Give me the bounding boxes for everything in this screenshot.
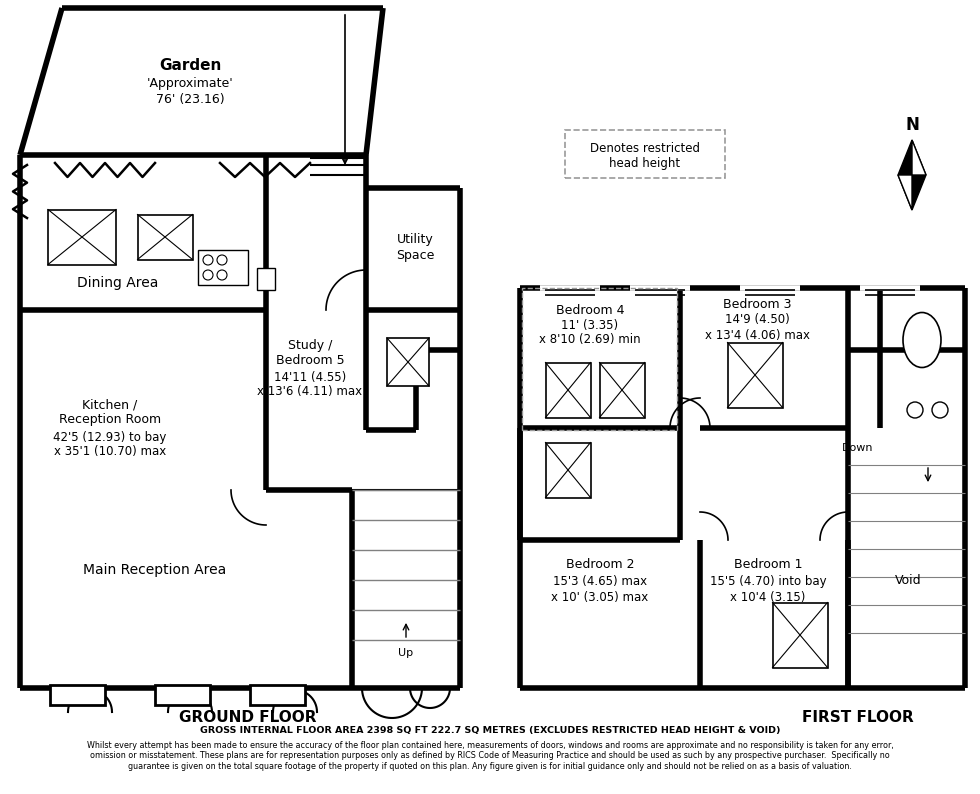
Circle shape bbox=[217, 270, 227, 280]
Text: Garden: Garden bbox=[159, 57, 221, 72]
Bar bbox=[546, 363, 591, 418]
Text: Reception Room: Reception Room bbox=[59, 414, 161, 426]
Text: GROUND FLOOR: GROUND FLOOR bbox=[179, 711, 317, 726]
Polygon shape bbox=[898, 175, 912, 210]
Text: Main Reception Area: Main Reception Area bbox=[83, 563, 226, 577]
Bar bbox=[137, 214, 192, 260]
Bar bbox=[727, 342, 782, 407]
Bar bbox=[522, 288, 677, 430]
Text: Study /: Study / bbox=[288, 338, 332, 352]
Text: Down: Down bbox=[842, 443, 874, 453]
Text: Bedroom 2: Bedroom 2 bbox=[565, 558, 634, 572]
Bar bbox=[257, 268, 275, 290]
Text: GROSS INTERNAL FLOOR AREA 2398 SQ FT 222.7 SQ METRES (EXCLUDES RESTRICTED HEAD H: GROSS INTERNAL FLOOR AREA 2398 SQ FT 222… bbox=[200, 726, 780, 735]
Polygon shape bbox=[20, 8, 383, 155]
Bar bbox=[565, 130, 725, 178]
Ellipse shape bbox=[903, 313, 941, 368]
Text: Space: Space bbox=[396, 249, 434, 263]
Bar bbox=[600, 363, 645, 418]
Polygon shape bbox=[273, 690, 317, 712]
Circle shape bbox=[932, 402, 948, 418]
Text: 11' (3.35): 11' (3.35) bbox=[562, 318, 618, 332]
Text: x 10'4 (3.15): x 10'4 (3.15) bbox=[730, 591, 806, 603]
Text: Void: Void bbox=[895, 573, 921, 587]
Text: Whilst every attempt has been made to ensure the accuracy of the floor plan cont: Whilst every attempt has been made to en… bbox=[86, 741, 894, 771]
Polygon shape bbox=[700, 618, 848, 688]
Text: 14'9 (4.50): 14'9 (4.50) bbox=[724, 314, 789, 326]
Bar bbox=[772, 603, 827, 668]
Bar bbox=[546, 442, 591, 498]
Polygon shape bbox=[520, 288, 965, 688]
Text: Bedroom 1: Bedroom 1 bbox=[734, 558, 803, 572]
Circle shape bbox=[217, 255, 227, 265]
Text: x 35'1 (10.70) max: x 35'1 (10.70) max bbox=[54, 445, 167, 458]
Polygon shape bbox=[20, 155, 460, 688]
Text: x 10' (3.05) max: x 10' (3.05) max bbox=[552, 591, 649, 603]
Bar bbox=[48, 210, 116, 264]
Polygon shape bbox=[68, 690, 112, 712]
Text: 76' (23.16): 76' (23.16) bbox=[156, 94, 224, 106]
Text: 42'5 (12.93) to bay: 42'5 (12.93) to bay bbox=[53, 430, 167, 444]
Bar bbox=[155, 685, 210, 705]
Text: 15'3 (4.65) max: 15'3 (4.65) max bbox=[553, 576, 647, 588]
Text: FIRST FLOOR: FIRST FLOOR bbox=[802, 711, 914, 726]
Circle shape bbox=[203, 270, 213, 280]
Circle shape bbox=[907, 402, 923, 418]
Polygon shape bbox=[898, 140, 926, 210]
Text: Dining Area: Dining Area bbox=[77, 276, 159, 290]
Bar bbox=[198, 250, 248, 285]
Text: Bedroom 5: Bedroom 5 bbox=[275, 353, 344, 367]
Text: Bedroom 3: Bedroom 3 bbox=[723, 299, 791, 311]
Polygon shape bbox=[520, 618, 700, 688]
Text: Kitchen /: Kitchen / bbox=[82, 399, 137, 411]
Text: N: N bbox=[906, 116, 919, 134]
Text: Utility: Utility bbox=[397, 233, 433, 246]
Polygon shape bbox=[912, 140, 926, 175]
Bar bbox=[387, 338, 429, 386]
Text: 14'11 (4.55): 14'11 (4.55) bbox=[273, 371, 346, 384]
Text: x 13'4 (4.06) max: x 13'4 (4.06) max bbox=[705, 329, 809, 341]
Text: 15'5 (4.70) into bay: 15'5 (4.70) into bay bbox=[710, 576, 826, 588]
Circle shape bbox=[203, 255, 213, 265]
Text: x 8'10 (2.69) min: x 8'10 (2.69) min bbox=[539, 333, 641, 346]
Bar bbox=[50, 685, 105, 705]
Text: Up: Up bbox=[399, 648, 414, 658]
Polygon shape bbox=[168, 690, 212, 712]
Text: 'Approximate': 'Approximate' bbox=[147, 76, 233, 90]
Text: Denotes restricted
head height: Denotes restricted head height bbox=[590, 142, 700, 170]
Text: Bedroom 4: Bedroom 4 bbox=[556, 303, 624, 317]
Text: x 13'6 (4.11) max: x 13'6 (4.11) max bbox=[258, 386, 363, 399]
Bar bbox=[250, 685, 305, 705]
